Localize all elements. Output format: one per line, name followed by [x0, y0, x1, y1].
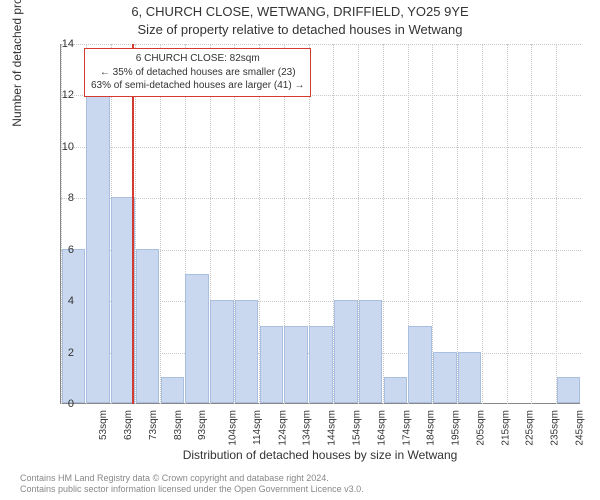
ytick-label: 2 [44, 347, 74, 359]
histogram-bar [284, 326, 308, 403]
xtick-label: 53sqm [98, 410, 109, 440]
xtick-label: 63sqm [123, 410, 134, 440]
credits-block: Contains HM Land Registry data © Crown c… [20, 473, 364, 496]
xtick-label: 73sqm [148, 410, 159, 440]
xtick-label: 205sqm [475, 410, 486, 446]
gridline-v [531, 44, 532, 404]
xtick-label: 124sqm [277, 410, 288, 446]
chart-area [60, 44, 580, 404]
plot-area [60, 44, 580, 404]
xtick-label: 83sqm [173, 410, 184, 440]
gridline-h [61, 44, 581, 45]
xtick-label: 235sqm [550, 410, 561, 446]
gridline-v [482, 44, 483, 404]
xtick-label: 134sqm [302, 410, 313, 446]
gridline-v [383, 44, 384, 404]
title-line-2: Size of property relative to detached ho… [0, 22, 600, 37]
xtick-label: 114sqm [252, 410, 263, 445]
ytick-label: 0 [44, 398, 74, 410]
gridline-v [160, 44, 161, 404]
histogram-bar [557, 377, 581, 403]
histogram-bar [86, 94, 110, 403]
histogram-bar [309, 326, 333, 403]
histogram-bar [136, 249, 160, 403]
histogram-bar [260, 326, 284, 403]
ytick-label: 4 [44, 295, 74, 307]
histogram-bar [334, 300, 358, 403]
title-line-1: 6, CHURCH CLOSE, WETWANG, DRIFFIELD, YO2… [0, 4, 600, 19]
histogram-bar [458, 352, 482, 403]
gridline-v [556, 44, 557, 404]
ytick-label: 6 [44, 244, 74, 256]
annotation-box: 6 CHURCH CLOSE: 82sqm← 35% of detached h… [84, 48, 311, 97]
ytick-label: 12 [44, 89, 74, 101]
histogram-bar [235, 300, 259, 403]
xtick-label: 215sqm [500, 410, 511, 446]
histogram-bar [210, 300, 234, 403]
gridline-v [432, 44, 433, 404]
y-axis-label: Number of detached properties [10, 0, 24, 224]
xtick-label: 245sqm [574, 410, 585, 446]
histogram-bar [62, 249, 86, 403]
xtick-label: 104sqm [228, 410, 239, 446]
xtick-label: 93sqm [197, 410, 208, 440]
xtick-label: 144sqm [327, 410, 338, 446]
property-marker-line [132, 44, 134, 404]
annot-line-3: 63% of semi-detached houses are larger (… [91, 79, 304, 93]
figure-root: 6, CHURCH CLOSE, WETWANG, DRIFFIELD, YO2… [0, 0, 600, 500]
histogram-bar [408, 326, 432, 403]
ytick-label: 8 [44, 192, 74, 204]
xtick-label: 164sqm [376, 410, 387, 446]
xtick-label: 174sqm [401, 410, 412, 446]
histogram-bar [359, 300, 383, 403]
xtick-label: 184sqm [426, 410, 437, 446]
annot-line-1: 6 CHURCH CLOSE: 82sqm [91, 52, 304, 66]
credit-line-2: Contains public sector information licen… [20, 484, 364, 496]
gridline-v [507, 44, 508, 404]
credit-line-1: Contains HM Land Registry data © Crown c… [20, 473, 364, 485]
annot-line-2: ← 35% of detached houses are smaller (23… [91, 66, 304, 80]
xtick-label: 195sqm [451, 410, 462, 446]
ytick-label: 14 [44, 38, 74, 50]
histogram-bar [185, 274, 209, 403]
gridline-h [61, 147, 581, 148]
gridline-v [457, 44, 458, 404]
gridline-h [61, 198, 581, 199]
ytick-label: 10 [44, 141, 74, 153]
histogram-bar [384, 377, 408, 403]
x-axis-label: Distribution of detached houses by size … [60, 448, 580, 462]
xtick-label: 154sqm [352, 410, 363, 446]
histogram-bar [433, 352, 457, 403]
xtick-label: 225sqm [525, 410, 536, 446]
histogram-bar [161, 377, 185, 403]
